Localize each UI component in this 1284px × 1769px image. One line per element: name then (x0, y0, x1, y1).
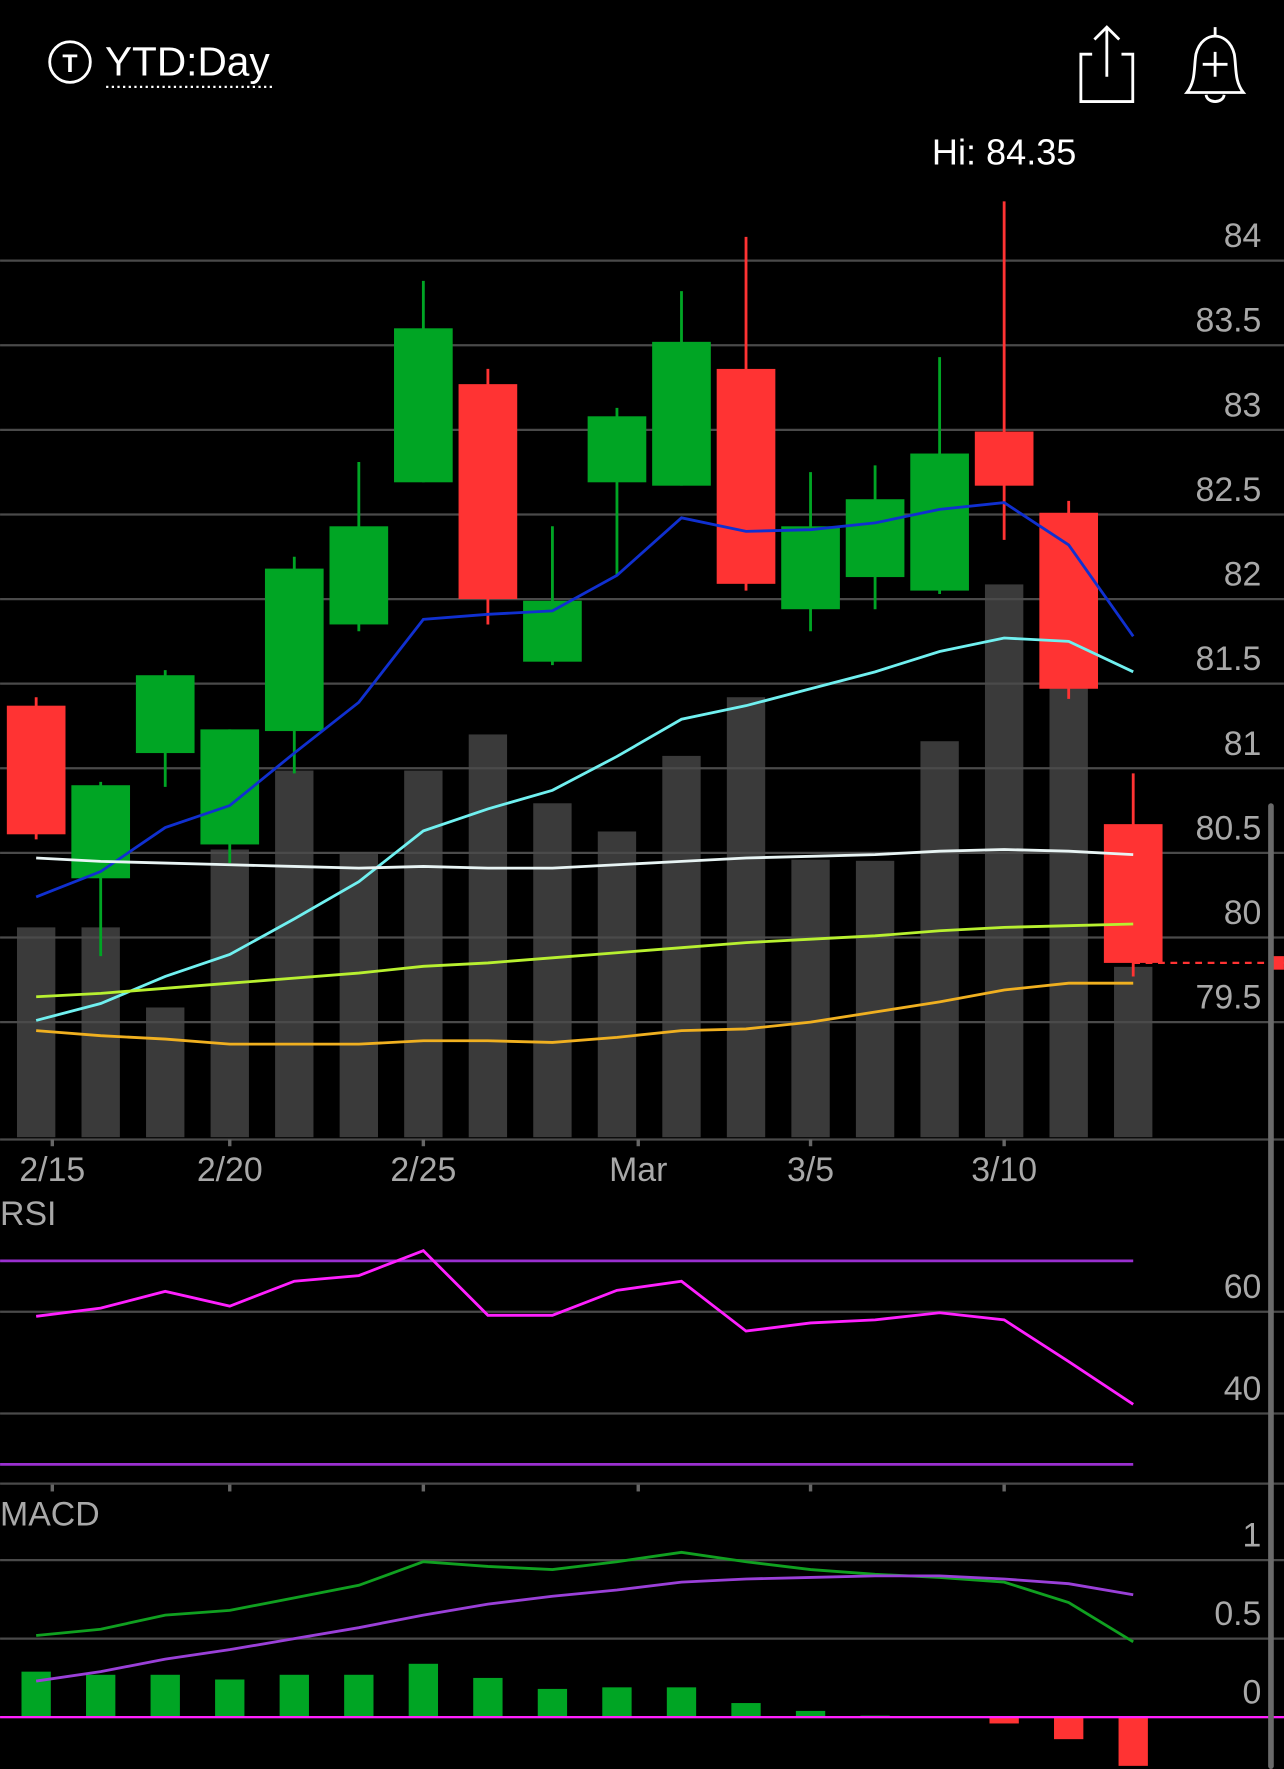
symbol-icon[interactable] (48, 40, 92, 84)
x-tick-label: 2/15 (19, 1151, 85, 1189)
volume-bar (146, 1007, 185, 1138)
macd-line (35, 1574, 1134, 1683)
candle-body (845, 499, 905, 578)
x-tick-label: 2/20 (197, 1151, 263, 1189)
histogram-bar (279, 1674, 309, 1718)
y-tick-label: 79.5 (1196, 979, 1262, 1017)
volume-bar (1049, 676, 1088, 1138)
volume-bar (533, 803, 572, 1138)
candle-body (781, 526, 840, 610)
volume-bar (1114, 966, 1153, 1138)
y-tick-label: 81 (1224, 725, 1262, 763)
symbol-icon-label: T (62, 51, 77, 78)
candle-body (652, 341, 711, 486)
moving-average-line (35, 636, 1134, 1022)
high-annotation: Hi: 84.35 (932, 132, 1076, 173)
candle-body (458, 384, 518, 600)
volume-bar (210, 849, 249, 1138)
rsi-line (35, 1249, 1134, 1406)
histogram-bar (602, 1687, 632, 1718)
volume-bar (468, 734, 508, 1138)
candle-body (910, 453, 969, 591)
volume-bar (275, 770, 314, 1138)
y-tick-label: 0 (1243, 1674, 1262, 1712)
histogram-bar (666, 1687, 697, 1718)
histogram-bar (473, 1677, 503, 1718)
share-button[interactable] (1079, 25, 1135, 103)
histogram-bar (537, 1688, 568, 1718)
volume-bar (81, 927, 120, 1138)
share-box (1079, 52, 1135, 103)
histogram-bar (86, 1674, 116, 1718)
candle-body (587, 416, 647, 483)
y-tick-label: 80 (1224, 894, 1262, 932)
moving-average-line (36, 922, 1134, 999)
histogram-bar (1054, 1717, 1084, 1740)
x-tick-label: 3/10 (971, 1151, 1037, 1189)
y-tick-label: 82.5 (1196, 471, 1262, 509)
y-tick-label: 83.5 (1196, 302, 1262, 340)
last-price-marker (1272, 956, 1284, 970)
bell-body (1183, 34, 1247, 94)
period-selector[interactable]: YTD:Day (105, 39, 270, 85)
y-tick-label: 81.5 (1196, 640, 1262, 678)
candle-body (329, 526, 389, 625)
moving-average-line (35, 501, 1135, 899)
volume-bar (597, 831, 637, 1138)
header: T YTD:Day (48, 25, 1247, 103)
histogram-bar (215, 1679, 245, 1718)
y-tick-label: 60 (1224, 1268, 1262, 1306)
candle-body (1103, 824, 1163, 963)
candle-body (1039, 512, 1099, 689)
x-tick-label: 3/5 (787, 1151, 834, 1189)
share-arrow (1093, 25, 1121, 77)
histogram-bar (150, 1674, 180, 1718)
y-tick-label: 80.5 (1196, 809, 1262, 847)
histogram-bar (731, 1703, 761, 1718)
candle-body (135, 675, 195, 754)
scrollbar (1268, 803, 1274, 1769)
x-tick-label: 2/25 (390, 1151, 456, 1189)
candle-body (71, 785, 131, 879)
histogram-bar (408, 1663, 439, 1718)
y-tick-label: 82 (1224, 556, 1262, 594)
volume-bar (920, 741, 959, 1138)
volume-bar (855, 860, 895, 1138)
panel-title: RSI (0, 1195, 56, 1233)
panel-title: MACD (0, 1495, 100, 1533)
moving-average-line (36, 848, 1134, 870)
histogram-bar (795, 1710, 826, 1718)
alert-button[interactable] (1183, 27, 1247, 103)
y-tick-label: 40 (1224, 1370, 1262, 1408)
histogram-bar (344, 1674, 374, 1718)
y-tick-label: 0.5 (1214, 1595, 1261, 1633)
candle-body (716, 368, 776, 584)
volume-bar (339, 854, 379, 1138)
candle-body (200, 729, 260, 845)
candle-body (974, 431, 1034, 486)
volume-bar (791, 859, 830, 1138)
candle-body (264, 568, 324, 732)
y-tick-label: 84 (1224, 217, 1262, 255)
volume-bar (984, 584, 1024, 1138)
macd-line (36, 1550, 1134, 1644)
candle-body (6, 705, 66, 835)
volume-bar (726, 697, 766, 1138)
bell-detail (1202, 27, 1228, 103)
candle-body (394, 328, 453, 483)
histogram-bar (1118, 1717, 1148, 1766)
y-tick-label: 83 (1224, 386, 1262, 424)
moving-average-line (36, 981, 1134, 1046)
histogram-bar (989, 1717, 1019, 1724)
x-tick-label: Mar (609, 1151, 667, 1189)
scrollbar-thumb (1268, 803, 1274, 1769)
y-tick-label: 1 (1243, 1517, 1262, 1555)
